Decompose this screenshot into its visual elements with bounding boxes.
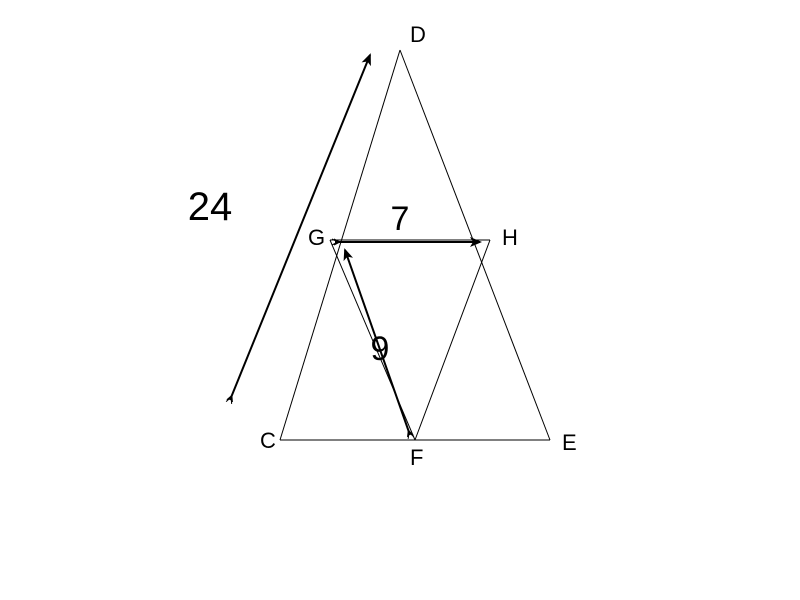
triangle-midsegment-diagram: 24 7 9 D C E G H F [0,0,800,600]
vertex-label-H: H [502,225,518,250]
measurement-arrows [230,55,480,435]
labels: 24 7 9 D C E G H F [188,22,577,470]
arrow-7-label: 7 [391,200,410,238]
vertex-label-D: D [410,22,426,47]
edge-HF [415,240,490,440]
vertex-label-C: C [260,428,276,453]
vertex-label-G: G [308,225,325,250]
edge-DE [400,50,550,440]
vertex-label-F: F [410,445,423,470]
arrow-24-label: 24 [188,185,233,229]
arrow-9-label: 9 [371,330,390,368]
vertex-label-E: E [562,430,577,455]
edge-DC [280,50,400,440]
arrow-24 [230,55,370,400]
